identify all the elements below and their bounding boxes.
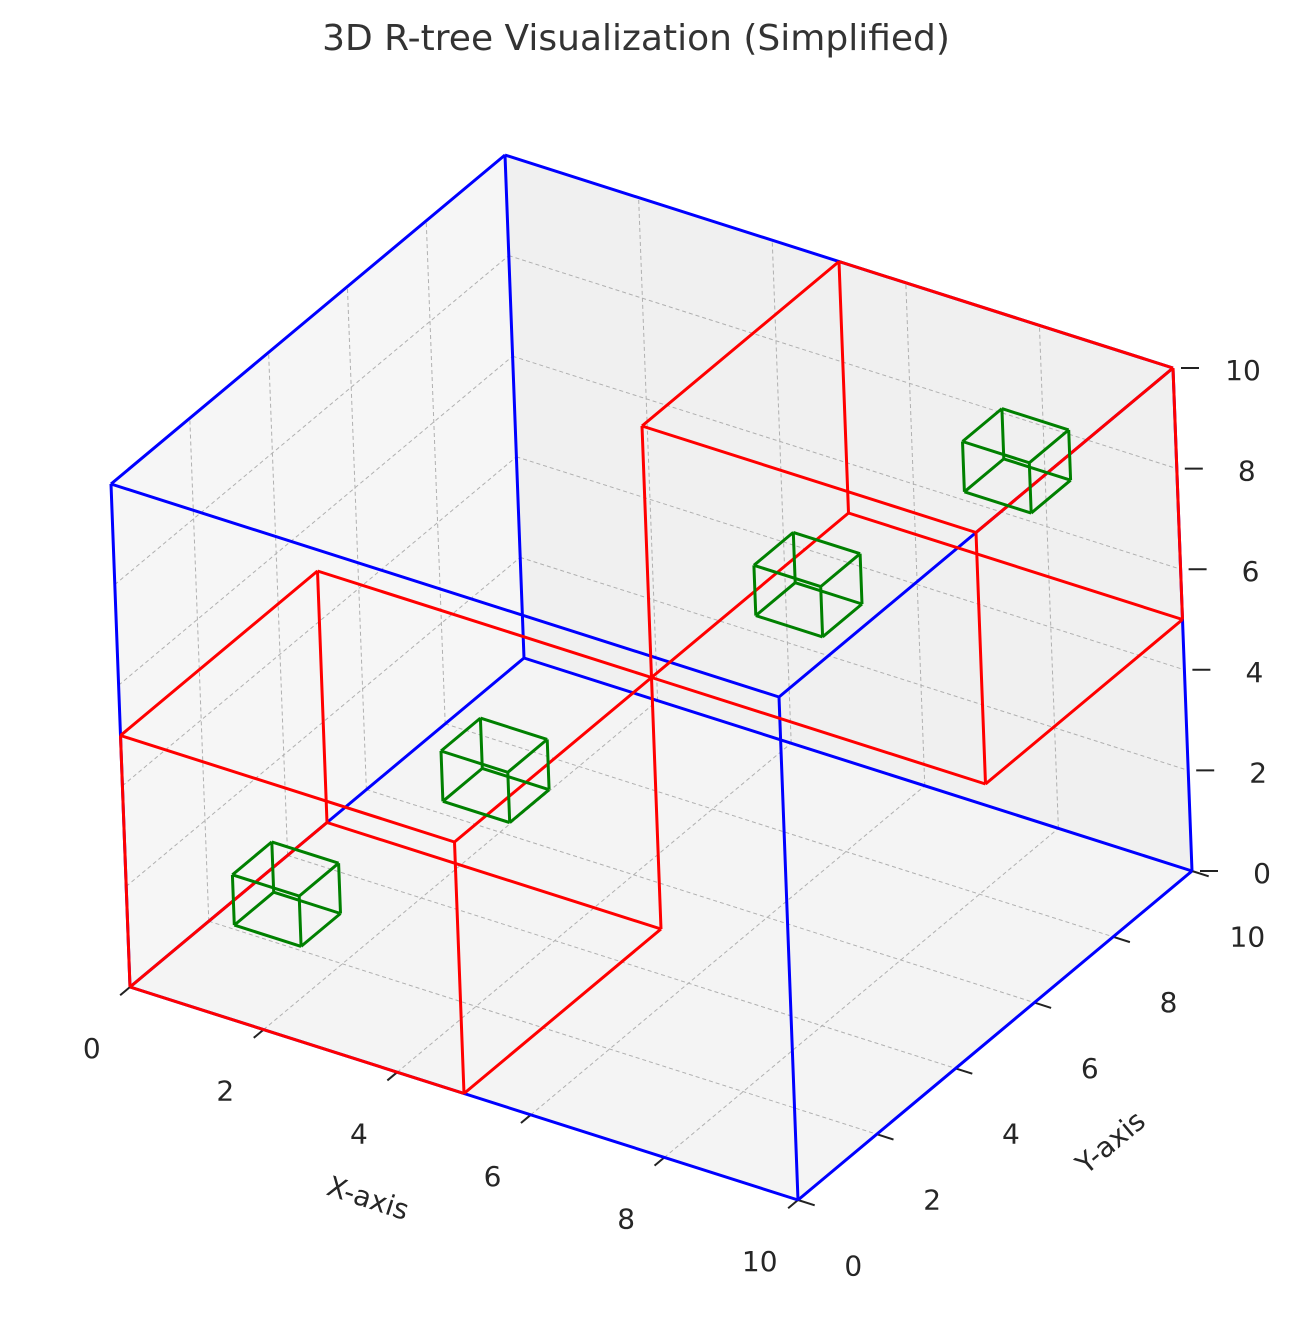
bounding-box: [230, 840, 342, 948]
x-tick-label: 8: [617, 1202, 635, 1235]
x-axis-label: X-axis: [323, 1170, 413, 1227]
grid-line: [396, 742, 792, 1073]
grid-line: [122, 456, 517, 787]
y-tick-label: 2: [923, 1184, 941, 1217]
x-tick: [119, 986, 131, 996]
grid-line: [125, 557, 521, 887]
z-tick-label: 6: [1242, 555, 1260, 588]
z-tick-label: 2: [1249, 756, 1267, 789]
y-tick-label: 4: [1002, 1118, 1020, 1151]
y-tick: [876, 1133, 894, 1141]
y-tick: [1112, 935, 1131, 944]
grid-line: [530, 785, 926, 1116]
z-tick-label: 8: [1238, 455, 1256, 488]
grid-line: [664, 828, 1059, 1158]
bounding-box: [119, 569, 663, 1095]
grid-line: [114, 255, 510, 585]
grid-line: [520, 556, 1189, 771]
y-axis-label: Y-axis: [1068, 1104, 1151, 1181]
y-tick: [1034, 1001, 1052, 1009]
x-tick: [787, 1199, 799, 1209]
z-tick-label: 0: [1253, 857, 1271, 890]
y-tick-label: 6: [1081, 1052, 1099, 1085]
chart-title: 3D R-tree Visualization (Simplified): [322, 18, 950, 59]
y-tick: [1191, 870, 1210, 878]
y-tick: [955, 1067, 973, 1075]
grid-line: [366, 789, 1035, 1004]
bounding-box: [752, 530, 864, 639]
bounding-box: [640, 260, 1184, 786]
y-tick-label: 0: [844, 1249, 862, 1282]
y-tick-label: 10: [1230, 920, 1266, 953]
x-tick: [253, 1028, 265, 1039]
x-tick-label: 2: [216, 1075, 234, 1108]
y-tick: [797, 1199, 816, 1207]
x-tick: [386, 1071, 398, 1082]
x-tick: [520, 1114, 532, 1124]
x-tick-label: 4: [350, 1117, 368, 1150]
x-tick: [653, 1156, 666, 1167]
z-tick-label: 4: [1245, 656, 1263, 689]
grid-line: [263, 700, 658, 1030]
bounding-box: [439, 716, 551, 825]
y-tick-label: 8: [1160, 986, 1178, 1019]
x-tick-label: 10: [742, 1245, 778, 1278]
x-tick-label: 6: [484, 1160, 502, 1193]
grid-line: [118, 355, 513, 686]
grid-line: [445, 723, 1114, 938]
z-tick-label: 10: [1225, 354, 1261, 387]
bounding-box: [961, 407, 1073, 515]
x-tick-label: 0: [83, 1032, 101, 1065]
